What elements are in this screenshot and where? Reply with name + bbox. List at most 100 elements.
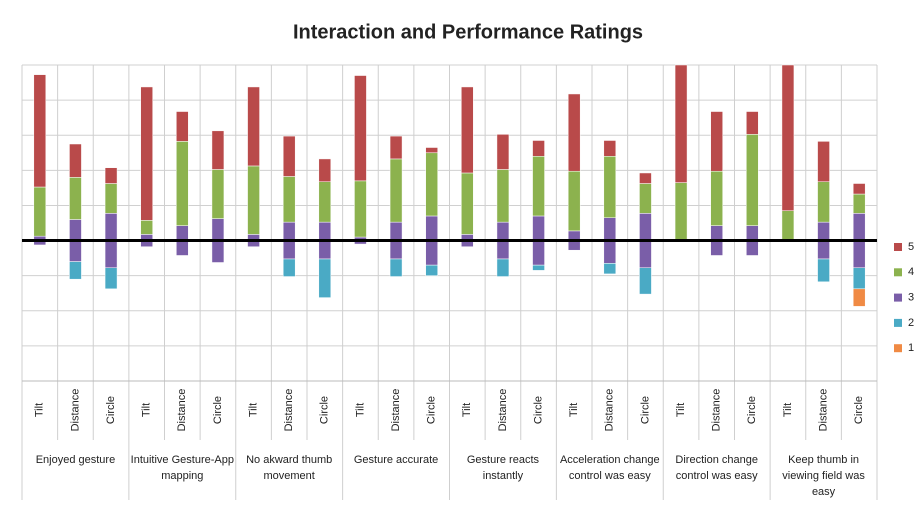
x-tick-label: Circle xyxy=(853,396,865,424)
bar-segment xyxy=(389,158,403,223)
bar-segment xyxy=(567,170,581,232)
legend-label: 3 xyxy=(908,292,914,304)
bar-segment xyxy=(282,176,296,223)
x-tick-label: Circle xyxy=(746,396,758,424)
bar-segment xyxy=(603,156,617,218)
group-label: Direction change control was easy xyxy=(675,454,758,482)
x-tick-label: Tilt xyxy=(247,403,259,417)
legend-label: 5 xyxy=(908,241,914,253)
bar-segment xyxy=(104,183,118,214)
bar-segment xyxy=(674,64,688,183)
x-tick-label: Circle xyxy=(319,396,331,424)
group-label: Keep thumb in viewing field was easy xyxy=(782,454,865,498)
x-tick-label: Distance xyxy=(711,389,723,432)
bar-segment xyxy=(852,193,866,214)
bar-segment xyxy=(176,141,189,226)
bar-segment xyxy=(710,111,723,172)
bar-segment xyxy=(496,258,510,277)
bar-segment xyxy=(69,261,82,280)
legend-swatch xyxy=(894,344,902,353)
bar-segment xyxy=(69,143,82,178)
group-label: Gesture reacts instantly xyxy=(466,454,539,482)
bar-segment xyxy=(532,264,545,271)
bar-segment xyxy=(461,86,474,174)
group-label: Gesture accurate xyxy=(353,454,439,466)
bar-segment xyxy=(852,267,866,290)
x-tick-label: Tilt xyxy=(568,403,580,417)
bar-segment xyxy=(425,152,438,217)
bar-segment xyxy=(354,180,367,238)
bar-segment xyxy=(817,258,830,283)
bar-segment xyxy=(710,170,723,226)
bar-segment xyxy=(674,182,688,241)
group-label: Enjoyed gesture xyxy=(35,454,116,466)
x-tick-label: Circle xyxy=(532,396,544,424)
bar-segment xyxy=(33,186,47,237)
x-tick-label: Tilt xyxy=(461,403,473,417)
bar-segment xyxy=(176,111,189,142)
x-tick-label: Circle xyxy=(105,396,117,424)
x-tick-label: Tilt xyxy=(141,403,153,417)
bar-segment xyxy=(817,141,830,182)
bar-segment xyxy=(425,147,438,154)
bar-segment xyxy=(461,172,474,235)
x-tick-label: Tilt xyxy=(782,403,794,417)
x-tick-label: Circle xyxy=(212,396,224,424)
bar-segment xyxy=(746,111,759,135)
bar-segment xyxy=(781,64,795,211)
legend-swatch xyxy=(894,293,902,302)
bar-segment xyxy=(282,135,296,177)
bar-segment xyxy=(140,86,153,221)
bar-segment xyxy=(532,156,545,217)
bar-segment xyxy=(318,158,332,182)
bar-segment xyxy=(140,220,153,235)
x-tick-label: Tilt xyxy=(34,403,46,417)
legend-swatch xyxy=(894,318,902,327)
bar-segment xyxy=(496,134,510,170)
x-tick-label: Distance xyxy=(497,389,509,432)
bar-segment xyxy=(567,93,581,172)
group-label: Acceleration change control was easy xyxy=(559,454,660,482)
bar-segment xyxy=(211,130,225,170)
bar-segment xyxy=(746,134,759,226)
chart-title: Interaction and Performance Ratings xyxy=(293,21,643,43)
x-tick-label: Distance xyxy=(283,389,295,432)
x-tick-label: Distance xyxy=(390,389,402,432)
x-tick-label: Tilt xyxy=(354,403,366,417)
bar-segment xyxy=(639,183,652,214)
bar-segment xyxy=(389,135,403,160)
x-tick-label: Circle xyxy=(426,396,438,424)
legend-label: 4 xyxy=(908,266,914,278)
bar-segment xyxy=(389,258,403,277)
group-label: No akward thumb movement xyxy=(246,454,333,482)
legend-label: 2 xyxy=(908,317,914,329)
bar-segment xyxy=(354,75,367,182)
bar-segment xyxy=(318,181,332,223)
bar-segment xyxy=(532,140,545,157)
bar-segment xyxy=(603,140,617,157)
x-tick-label: Distance xyxy=(176,389,188,432)
legend-label: 1 xyxy=(908,342,914,354)
bar-segment xyxy=(852,183,866,195)
bar-segment xyxy=(211,169,225,219)
bar-segment xyxy=(496,169,510,223)
bar-segment xyxy=(639,172,652,184)
bar-segment xyxy=(318,258,332,298)
bar-segment xyxy=(104,267,118,290)
group-label: Intuitive Gesture-App mapping xyxy=(130,454,234,482)
x-tick-label: Distance xyxy=(69,389,81,432)
bar-segment xyxy=(781,210,795,241)
x-tick-label: Circle xyxy=(639,396,651,424)
bar-segment xyxy=(817,181,830,223)
bar-segment xyxy=(69,177,82,220)
bar-segment xyxy=(639,267,652,295)
bar-segment xyxy=(603,263,617,275)
bar-segment xyxy=(282,258,296,277)
legend-swatch xyxy=(894,268,902,277)
bar-segment xyxy=(247,86,260,167)
x-tick-label: Tilt xyxy=(675,403,687,417)
x-tick-label: Distance xyxy=(604,389,616,432)
bar-segment xyxy=(104,167,118,184)
